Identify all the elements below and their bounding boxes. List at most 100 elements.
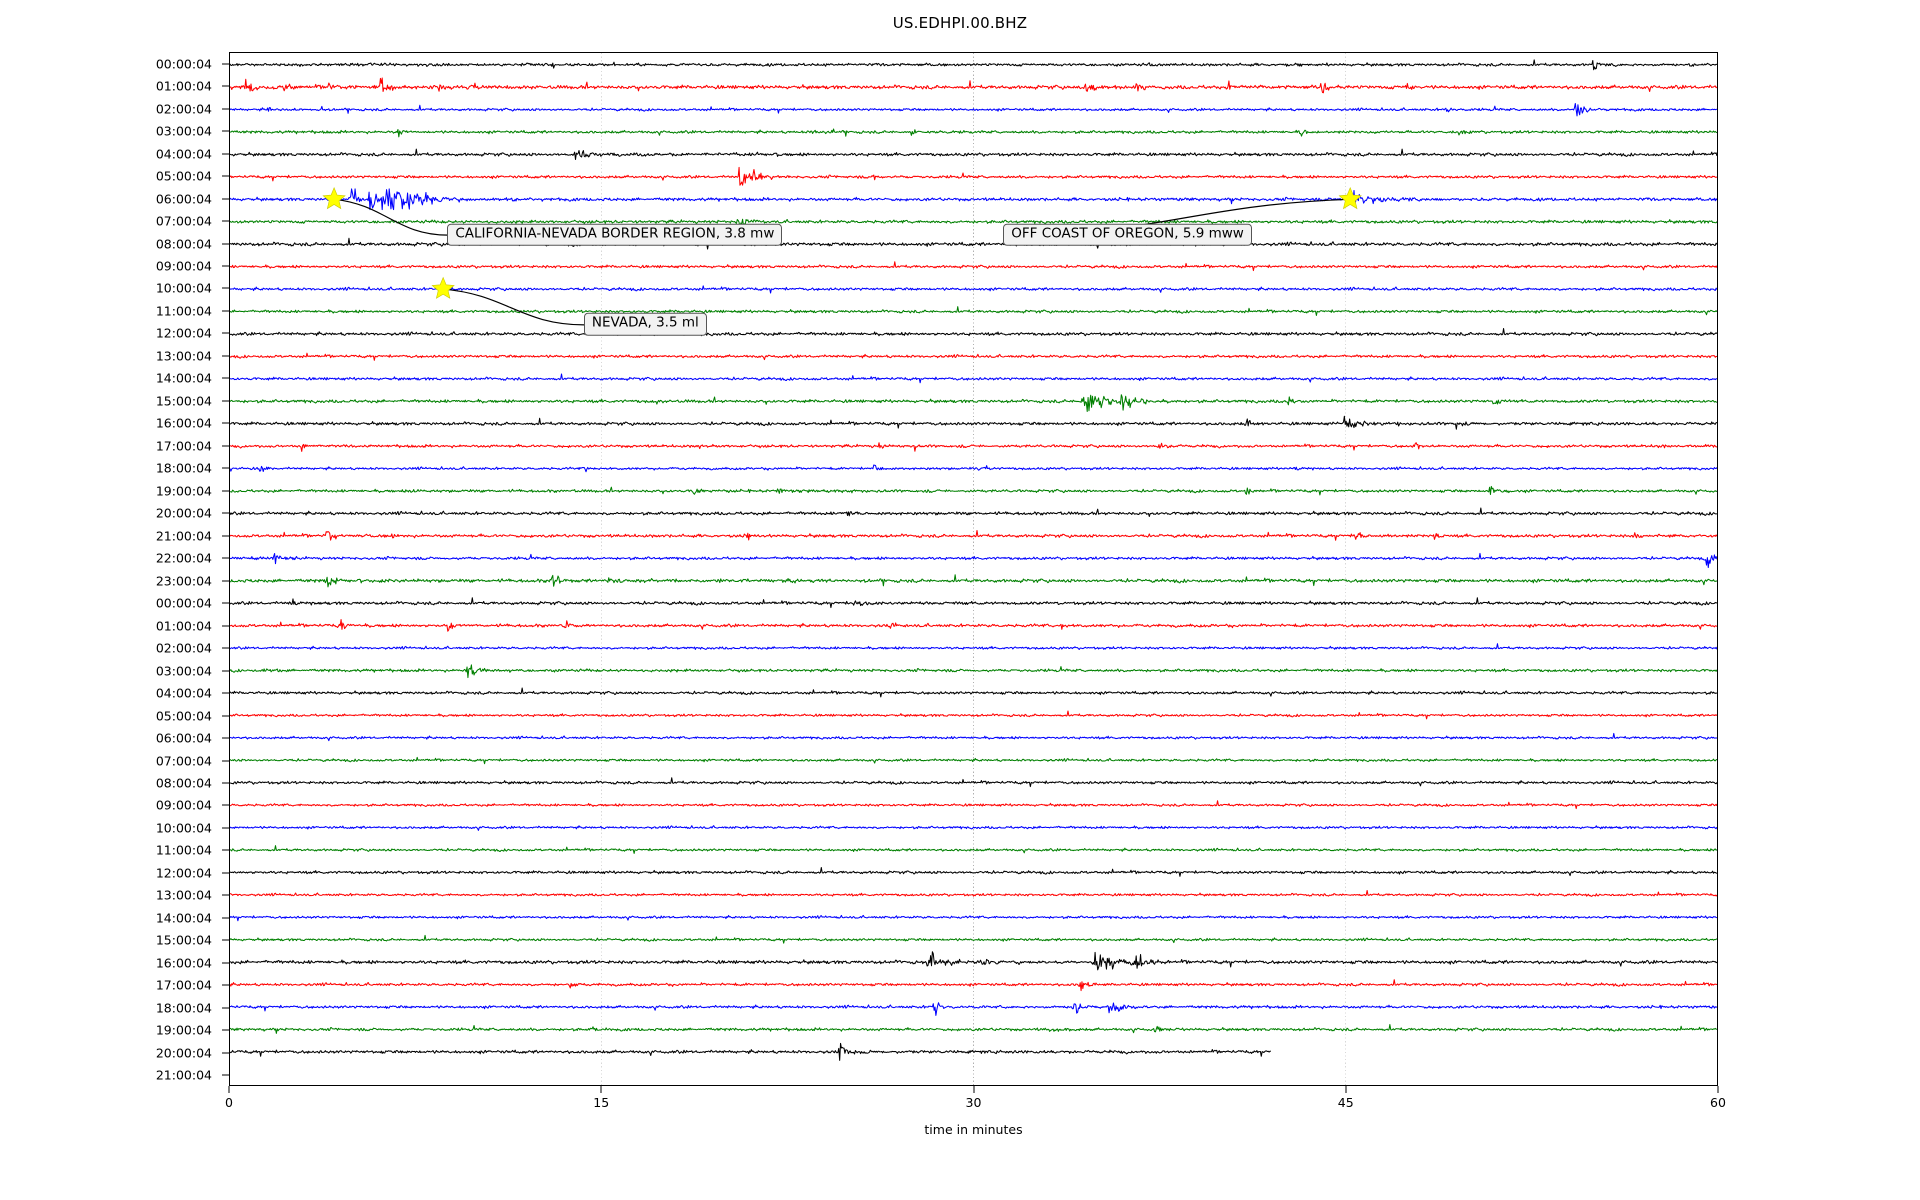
waveform-trace: [230, 306, 1717, 316]
y-axis-labels: 00:00:04 01:00:04 02:00:04 03:00:04 04:00:04…: [0, 52, 229, 1086]
y-tick-label: 03:00:04: [155, 123, 212, 139]
y-tick-mark: [222, 175, 229, 177]
x-tick-mark: [973, 1086, 974, 1093]
waveform-trace: [230, 979, 1717, 992]
y-tick-mark: [222, 332, 229, 334]
waveform-trace: [230, 619, 1717, 632]
waveform-trace: [230, 687, 1717, 698]
waveform-trace: [230, 914, 1717, 922]
waveform-trace: [230, 732, 1717, 742]
x-tick-mark: [600, 1086, 602, 1093]
y-tick-mark: [222, 243, 229, 244]
waveform-trace: [230, 825, 1717, 831]
y-tick-label: 00:00:04: [155, 56, 212, 72]
annotation-leader-line: [333, 198, 449, 236]
waveform-trace: [230, 800, 1717, 810]
waveform-trace: [230, 951, 1717, 971]
waveform-trace: [230, 845, 1717, 854]
y-tick-mark: [222, 445, 229, 447]
x-tick-label: 45: [1337, 1095, 1354, 1110]
y-tick-mark: [222, 715, 229, 717]
waveform-trace: [230, 352, 1717, 361]
y-tick-label: 10:00:04: [155, 820, 212, 836]
y-tick-label: 11:00:04: [155, 842, 212, 858]
y-tick-label: 13:00:04: [155, 887, 212, 903]
waveform-trace: [230, 664, 1717, 679]
waveform-traces: [230, 59, 1717, 1061]
y-tick-label: 01:00:04: [155, 78, 212, 94]
event-star-off-coast-oregon[interactable]: [1338, 187, 1362, 210]
y-tick-label: 16:00:04: [155, 415, 212, 431]
nevada-label[interactable]: NEVADA, 3.5 ml: [583, 313, 707, 336]
waveform-trace: [230, 485, 1717, 496]
event-star-california-nevada-border[interactable]: [322, 187, 346, 210]
y-tick-label: 08:00:04: [155, 236, 212, 251]
y-tick-label: 07:00:04: [155, 213, 212, 229]
waveform-trace: [230, 148, 1717, 160]
y-tick-mark: [222, 108, 229, 110]
y-tick-label: 20:00:04: [155, 1045, 212, 1061]
y-tick-mark: [222, 467, 229, 469]
waveform-trace: [230, 1002, 1717, 1016]
waveform-trace: [230, 529, 1717, 541]
y-tick-mark: [222, 153, 229, 155]
y-tick-mark: [222, 692, 229, 694]
y-tick-label: 19:00:04: [155, 1022, 212, 1038]
waveform-trace: [230, 507, 1717, 518]
waveform-trace: [230, 867, 1717, 877]
waveform-trace: [230, 394, 1717, 412]
y-tick-label: 21:00:04: [155, 528, 212, 544]
y-tick-label: 04:00:04: [155, 146, 212, 162]
y-tick-label: 05:00:04: [155, 168, 212, 184]
y-tick-label: 15:00:04: [155, 393, 212, 409]
event-star-nevada[interactable]: [431, 276, 455, 299]
y-tick-label: 17:00:04: [155, 438, 212, 454]
y-tick-mark: [222, 872, 229, 874]
annotation-leader-line: [443, 288, 585, 326]
x-tick-label: 15: [593, 1095, 610, 1110]
y-tick-label: 09:00:04: [155, 258, 212, 274]
y-tick-label: 10:00:04: [155, 280, 212, 296]
x-tick-label: 30: [965, 1095, 982, 1110]
waveform-trace: [230, 415, 1717, 430]
y-tick-label: 16:00:04: [155, 955, 212, 971]
y-tick-mark: [222, 782, 229, 784]
waveform-trace: [230, 166, 1717, 186]
y-tick-label: 09:00:04: [155, 797, 212, 813]
y-tick-mark: [222, 580, 229, 582]
y-tick-mark: [222, 535, 229, 537]
waveform-trace: [230, 574, 1717, 588]
x-tick-mark: [1717, 1086, 1719, 1093]
x-tick-label: 60: [1710, 1095, 1726, 1110]
waveform-trace: [230, 102, 1717, 117]
y-tick-label: 01:00:04: [155, 618, 212, 634]
y-tick-label: 15:00:04: [155, 932, 212, 948]
y-tick-mark: [222, 1052, 229, 1054]
california-nevada-border-label[interactable]: CALIFORNIA-NEVADA BORDER REGION, 3.8 mw: [447, 223, 783, 246]
y-tick-mark: [222, 1007, 229, 1009]
gridlines: [601, 53, 1346, 1085]
y-tick-mark: [222, 984, 229, 986]
x-axis-title: time in minutes: [924, 1122, 1023, 1137]
waveform-trace: [230, 756, 1717, 765]
y-tick-mark: [222, 63, 229, 65]
waveform-trace: [230, 59, 1717, 71]
y-tick-mark: [222, 894, 229, 896]
y-tick-mark: [222, 647, 229, 649]
y-tick-label: 11:00:04: [155, 303, 212, 319]
y-tick-mark: [222, 422, 229, 424]
waveform-trace: [230, 218, 1717, 229]
y-tick-mark: [222, 557, 229, 559]
waveform-trace: [230, 597, 1717, 609]
waveform-trace: [230, 373, 1717, 384]
y-tick-mark: [222, 670, 229, 672]
y-tick-label: 02:00:04: [155, 101, 212, 117]
y-tick-label: 06:00:04: [155, 730, 212, 746]
y-tick-mark: [222, 220, 229, 222]
off-coast-oregon-label[interactable]: OFF COAST OF OREGON, 5.9 mww: [1003, 223, 1252, 246]
annotation-leader-lines: [333, 198, 1351, 326]
waveform-trace: [230, 442, 1717, 452]
y-tick-mark: [222, 737, 229, 739]
y-tick-label: 19:00:04: [155, 483, 212, 499]
